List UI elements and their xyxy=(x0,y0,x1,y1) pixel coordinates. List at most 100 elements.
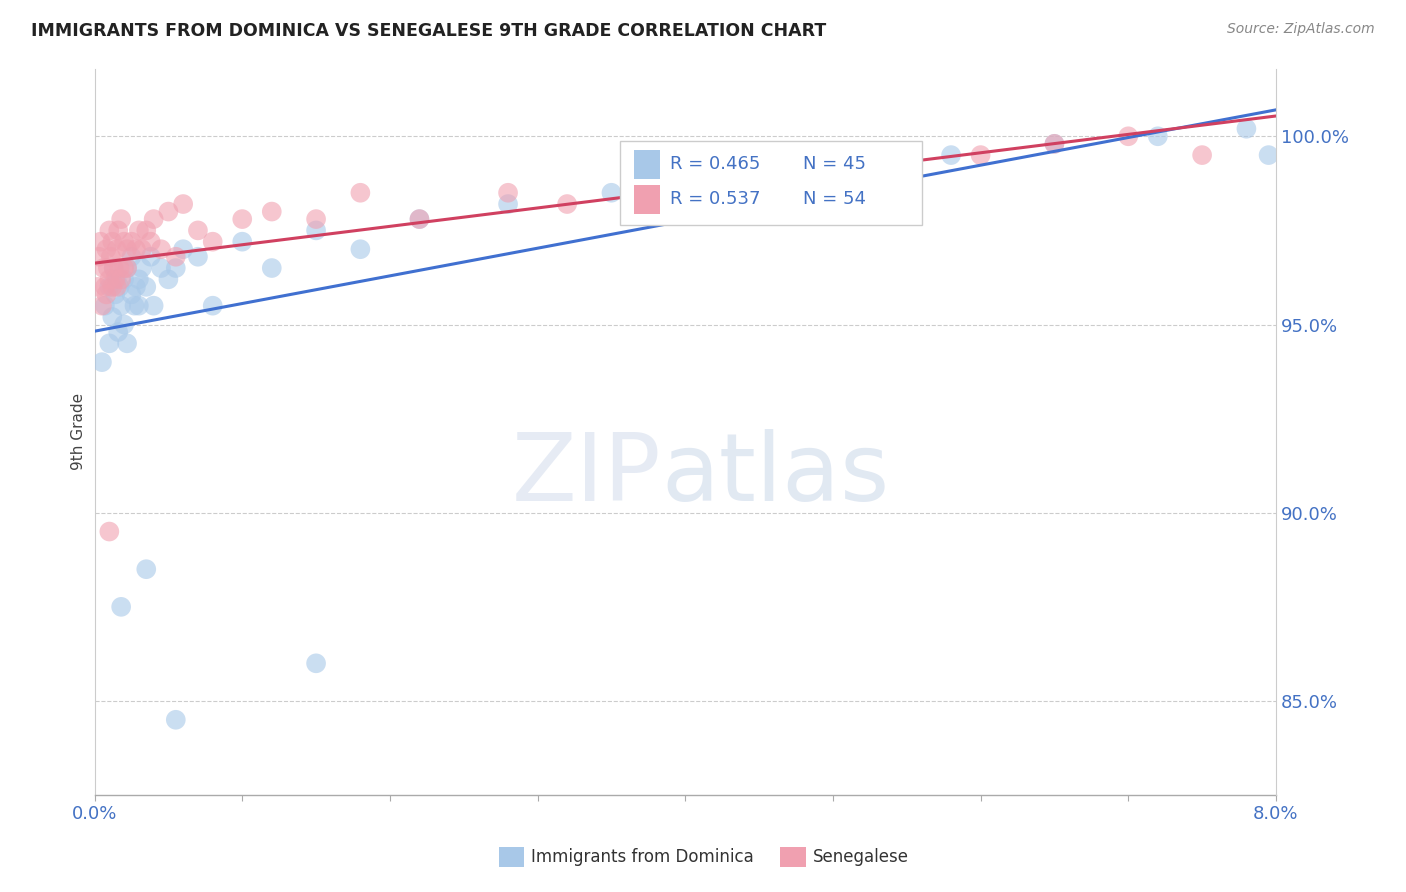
Point xyxy=(91,299,114,313)
Point xyxy=(108,260,131,275)
Point xyxy=(94,280,117,294)
Point xyxy=(139,250,162,264)
Point xyxy=(121,287,143,301)
Point xyxy=(142,299,165,313)
Point xyxy=(201,299,224,313)
Point xyxy=(124,299,146,313)
Point xyxy=(349,242,371,256)
Point xyxy=(105,280,128,294)
Point xyxy=(1257,148,1279,162)
Point xyxy=(103,260,125,275)
Point xyxy=(115,242,138,256)
Point xyxy=(1116,129,1139,144)
Point xyxy=(110,272,132,286)
Point xyxy=(157,204,180,219)
Point xyxy=(110,599,132,614)
Point xyxy=(150,260,173,275)
Point xyxy=(121,250,143,264)
Point xyxy=(115,260,138,275)
Text: R = 0.537: R = 0.537 xyxy=(669,190,761,209)
Point xyxy=(1191,148,1213,162)
Point xyxy=(201,235,224,249)
Point xyxy=(125,280,148,294)
Point xyxy=(128,299,150,313)
Point xyxy=(1236,121,1258,136)
Text: N = 45: N = 45 xyxy=(803,155,866,173)
Point xyxy=(142,212,165,227)
Point xyxy=(1043,136,1066,151)
Point xyxy=(969,148,991,162)
Point xyxy=(187,250,209,264)
Bar xyxy=(634,185,661,214)
Point xyxy=(1043,136,1066,151)
Point xyxy=(100,250,122,264)
Point xyxy=(98,272,121,286)
Point xyxy=(260,260,283,275)
Point xyxy=(939,148,962,162)
Point xyxy=(555,197,578,211)
Text: Source: ZipAtlas.com: Source: ZipAtlas.com xyxy=(1227,22,1375,37)
Point xyxy=(112,318,135,332)
Point xyxy=(97,260,120,275)
Point xyxy=(101,310,124,324)
Text: R = 0.465: R = 0.465 xyxy=(669,155,761,173)
Point xyxy=(112,260,135,275)
Point xyxy=(112,272,135,286)
Point xyxy=(115,260,138,275)
Text: IMMIGRANTS FROM DOMINICA VS SENEGALESE 9TH GRADE CORRELATION CHART: IMMIGRANTS FROM DOMINICA VS SENEGALESE 9… xyxy=(31,22,827,40)
Text: Senegalese: Senegalese xyxy=(813,848,908,866)
Point xyxy=(98,524,121,539)
Point xyxy=(107,325,129,339)
Point xyxy=(231,235,253,249)
Point xyxy=(101,280,124,294)
Point xyxy=(110,212,132,227)
Point xyxy=(107,223,129,237)
Point xyxy=(821,167,844,181)
Point xyxy=(93,260,115,275)
Point xyxy=(496,186,519,200)
Point xyxy=(94,299,117,313)
Point xyxy=(600,186,623,200)
Point xyxy=(305,223,328,237)
Point xyxy=(305,212,328,227)
Point xyxy=(101,235,124,249)
Point xyxy=(131,242,153,256)
Point xyxy=(748,186,770,200)
Point xyxy=(125,242,148,256)
Point xyxy=(105,272,128,286)
Point xyxy=(821,160,844,174)
Point xyxy=(150,242,173,256)
Point xyxy=(96,242,118,256)
Point xyxy=(165,250,187,264)
Point xyxy=(1146,129,1168,144)
Point xyxy=(703,167,725,181)
Point xyxy=(172,197,194,211)
Point xyxy=(128,272,150,286)
Text: N = 54: N = 54 xyxy=(803,190,866,209)
Point xyxy=(260,204,283,219)
Point xyxy=(165,260,187,275)
Point xyxy=(103,260,125,275)
Text: Immigrants from Dominica: Immigrants from Dominica xyxy=(531,848,754,866)
Point xyxy=(96,287,118,301)
Point xyxy=(110,299,132,313)
Point xyxy=(896,160,918,174)
Y-axis label: 9th Grade: 9th Grade xyxy=(72,393,86,470)
Point xyxy=(87,250,110,264)
Point xyxy=(349,186,371,200)
Point xyxy=(187,223,209,237)
Point xyxy=(408,212,430,227)
Point xyxy=(98,336,121,351)
Point xyxy=(112,235,135,249)
Point xyxy=(91,355,114,369)
Point xyxy=(89,235,111,249)
Point xyxy=(172,242,194,256)
Point xyxy=(98,223,121,237)
Point xyxy=(408,212,430,227)
Point xyxy=(131,260,153,275)
Point xyxy=(165,713,187,727)
Text: ZIP: ZIP xyxy=(512,429,662,522)
Point xyxy=(305,657,328,671)
Text: atlas: atlas xyxy=(662,429,890,522)
Point xyxy=(98,280,121,294)
